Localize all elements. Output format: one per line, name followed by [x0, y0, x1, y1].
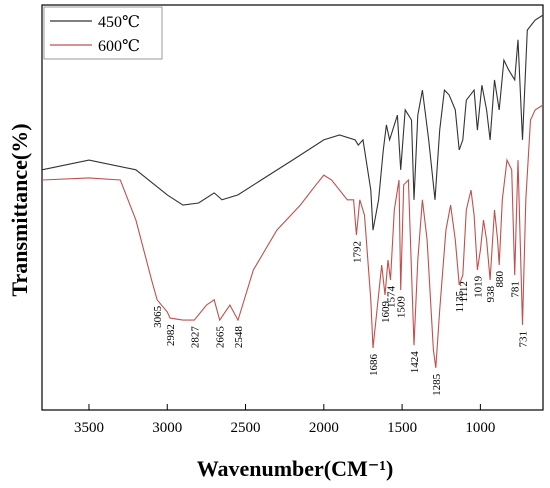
peak-label: 1285 — [431, 373, 443, 396]
legend-label: 450℃ — [98, 14, 140, 31]
peak-label: 3065 — [152, 305, 164, 328]
legend-label: 600℃ — [98, 38, 140, 55]
plot-frame — [41, 4, 544, 411]
peak-label: 1574 — [386, 285, 398, 308]
peak-label: 781 — [510, 281, 522, 298]
spectrum-line — [41, 14, 544, 231]
peak-label: 938 — [485, 285, 497, 302]
x-tick-label: 1000 — [465, 420, 495, 436]
peak-label: 1792 — [351, 241, 363, 263]
x-tick-label: 3000 — [152, 420, 182, 436]
peak-label: 731 — [517, 331, 529, 348]
legend-box — [43, 6, 163, 60]
peak-label: 1112 — [458, 281, 470, 302]
peak-label: 1509 — [396, 296, 408, 319]
peak-label: 1019 — [472, 275, 484, 298]
x-tick-label: 2500 — [231, 420, 261, 436]
spectrum-line — [41, 104, 544, 368]
x-tick-label: 2000 — [309, 420, 339, 436]
peak-label: 2982 — [165, 324, 177, 346]
peak-label: 2665 — [215, 326, 227, 349]
peak-label: 1686 — [368, 354, 380, 377]
peak-label: 2548 — [233, 326, 245, 349]
peak-label: 1424 — [409, 351, 421, 374]
peak-label: 2827 — [189, 326, 201, 349]
peak-label: 1609 — [380, 300, 392, 323]
x-tick-label: 3500 — [74, 420, 104, 436]
x-axis-label: Wavenumber(CM⁻¹) — [197, 456, 394, 481]
x-tick-label: 1500 — [387, 420, 417, 436]
peak-label: 1135 — [454, 290, 466, 312]
peak-label: 880 — [494, 271, 506, 288]
y-axis-label: Transmittance(%) — [7, 123, 32, 296]
